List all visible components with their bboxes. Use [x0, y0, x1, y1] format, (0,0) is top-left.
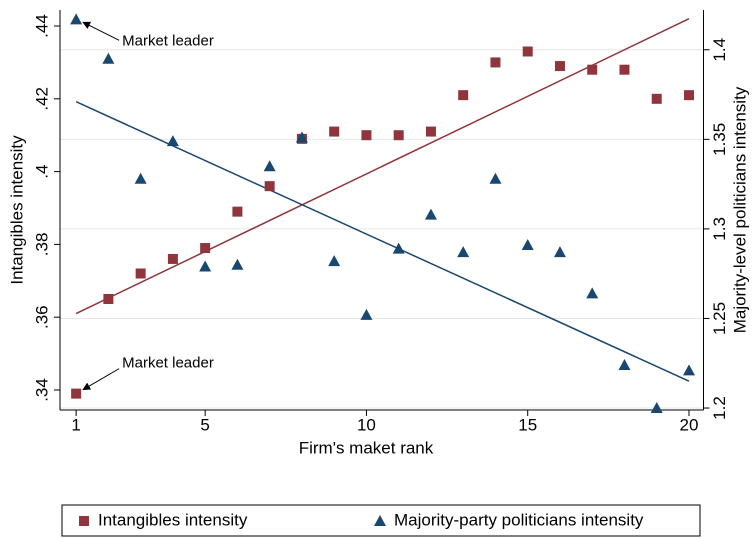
x-tick-label: 1: [71, 415, 80, 434]
square-marker: [619, 64, 630, 75]
x-tick-label: 15: [518, 415, 537, 434]
square-marker: [425, 126, 436, 137]
square-marker: [103, 293, 114, 304]
y2-tick-label: 1.4: [710, 38, 729, 62]
y-tick-label: .44: [32, 14, 51, 38]
legend-marker: [79, 516, 89, 526]
square-marker: [490, 57, 501, 68]
triangle-marker: [263, 160, 276, 172]
square-marker: [71, 388, 82, 399]
square-marker: [361, 130, 372, 141]
square-marker: [587, 64, 598, 75]
fit-line: [75, 18, 690, 315]
triangle-marker: [682, 364, 695, 376]
y2-axis-title: Majority-level politicians intensity: [730, 86, 749, 333]
triangle-marker: [231, 258, 244, 270]
legend-marker: [374, 515, 386, 526]
y2-tick-label: 1.25: [710, 302, 729, 335]
legend-label: Intangibles intensity: [98, 510, 248, 529]
legend-label: Majority-party politicians intensity: [394, 510, 644, 529]
square-marker: [683, 90, 694, 101]
annotation-arrow: [82, 21, 120, 41]
triangle-marker: [102, 52, 115, 64]
square-marker: [393, 130, 404, 141]
square-marker: [554, 61, 565, 72]
triangle-marker: [134, 172, 147, 184]
square-marker: [458, 90, 469, 101]
triangle-marker: [489, 172, 502, 184]
triangle-marker: [618, 359, 631, 371]
square-marker: [167, 253, 178, 264]
square-marker: [135, 268, 146, 279]
square-marker: [651, 93, 662, 104]
triangle-marker: [199, 260, 212, 272]
triangle-marker: [650, 402, 663, 414]
square-marker: [264, 181, 275, 192]
y-tick-label: .36: [32, 305, 51, 329]
annotation: Market leader: [122, 32, 214, 49]
triangle-marker: [553, 246, 566, 258]
fit-line: [75, 101, 690, 382]
triangle-marker: [424, 208, 437, 220]
y-tick-label: .42: [32, 87, 51, 111]
triangle-marker: [70, 13, 83, 25]
y2-tick-label: 1.35: [710, 123, 729, 156]
y-tick-label: .38: [32, 233, 51, 257]
y2-tick-label: 1.3: [710, 217, 729, 241]
triangle-marker: [457, 246, 470, 258]
square-marker: [200, 243, 211, 254]
triangle-marker: [360, 308, 373, 320]
triangle-marker: [392, 242, 405, 254]
triangle-marker: [586, 287, 599, 299]
x-tick-label: 5: [200, 415, 209, 434]
annotation-arrow: [82, 368, 120, 391]
x-axis-title: Firm's maket rank: [299, 438, 434, 457]
x-tick-label: 10: [357, 415, 376, 434]
square-marker: [232, 206, 243, 217]
y-tick-label: .4: [32, 165, 51, 179]
annotation: Market leader: [122, 355, 214, 372]
x-tick-label: 20: [680, 415, 699, 434]
square-marker: [522, 46, 533, 57]
triangle-marker: [295, 131, 308, 143]
y-tick-label: .34: [32, 378, 51, 402]
y-axis-title: Intangibles intensity: [7, 135, 26, 285]
triangle-marker: [521, 239, 534, 251]
square-marker: [329, 126, 340, 137]
triangle-marker: [166, 135, 179, 147]
triangle-marker: [328, 255, 341, 267]
y2-tick-label: 1.2: [710, 396, 729, 420]
